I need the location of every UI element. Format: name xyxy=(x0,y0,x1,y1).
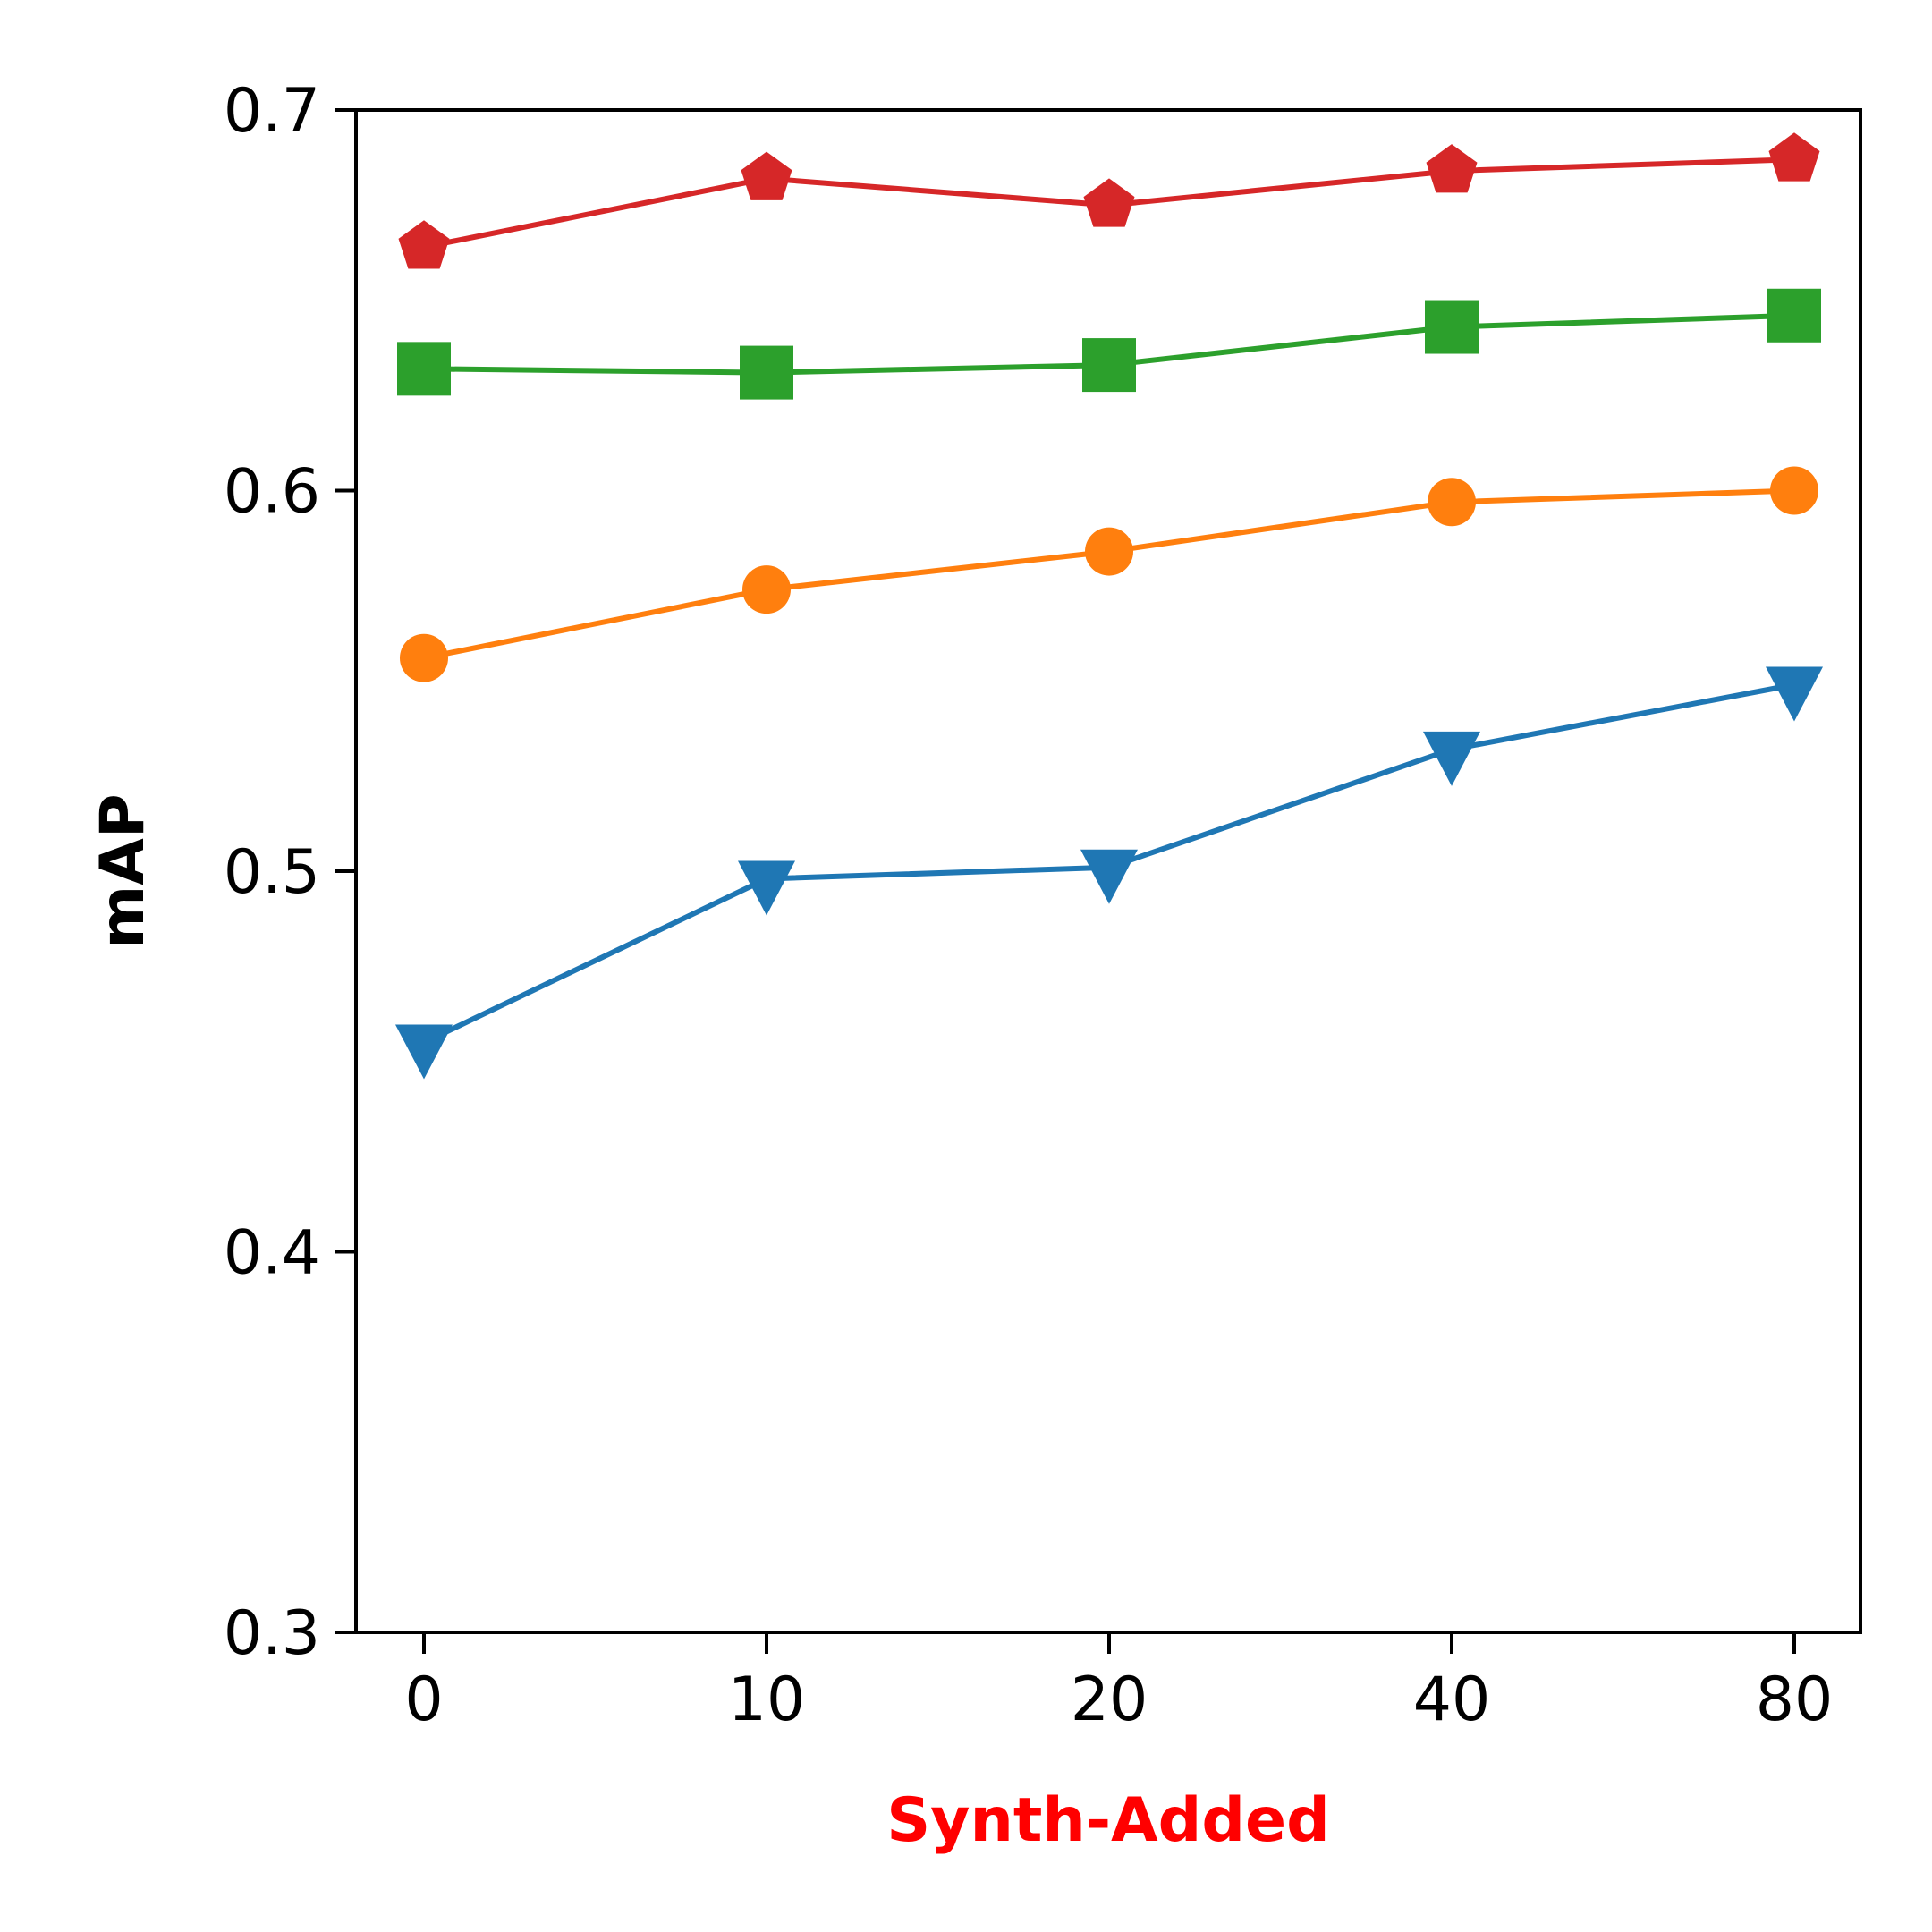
data-point xyxy=(1425,300,1479,354)
y-tick-label: 0.3 xyxy=(224,1598,320,1669)
x-tick-label: 0 xyxy=(404,1665,443,1735)
x-tick-label: 40 xyxy=(1413,1665,1491,1735)
data-point xyxy=(738,860,795,916)
data-point xyxy=(741,151,792,200)
y-tick-label: 0.4 xyxy=(224,1218,320,1289)
series-pentagon xyxy=(398,132,1820,269)
series-layer xyxy=(395,132,1823,1080)
data-point xyxy=(1766,666,1823,722)
x-axis-title: Synth-Added xyxy=(886,1785,1330,1856)
x-axis: 0 10 20 40 80 xyxy=(404,1632,1833,1735)
x-tick-label: 10 xyxy=(728,1665,806,1735)
x-tick-label: 20 xyxy=(1071,1665,1148,1735)
series-circle xyxy=(400,466,1818,682)
data-point xyxy=(1083,178,1135,227)
data-point xyxy=(742,565,791,614)
data-point xyxy=(400,633,448,682)
y-tick-label: 0.7 xyxy=(224,76,320,147)
data-point xyxy=(395,1024,453,1080)
data-point xyxy=(1767,288,1821,343)
y-axis: 0.3 0.4 0.5 0.6 0.7 xyxy=(224,76,356,1669)
data-point xyxy=(1770,466,1818,515)
data-point xyxy=(1428,478,1476,527)
series-triangle-down xyxy=(395,666,1823,1080)
y-tick-label: 0.6 xyxy=(224,457,320,528)
data-point xyxy=(397,342,451,396)
series-square xyxy=(397,288,1821,400)
data-point xyxy=(740,345,793,400)
data-point xyxy=(1768,132,1820,182)
data-point xyxy=(398,220,450,269)
data-point xyxy=(1423,731,1480,786)
y-tick-label: 0.5 xyxy=(224,837,320,908)
x-tick-label: 80 xyxy=(1756,1665,1834,1735)
data-point xyxy=(1426,144,1478,193)
data-point xyxy=(1085,527,1133,576)
y-axis-title: mAP xyxy=(88,793,158,948)
data-point xyxy=(1082,338,1136,393)
data-point xyxy=(1080,849,1138,904)
